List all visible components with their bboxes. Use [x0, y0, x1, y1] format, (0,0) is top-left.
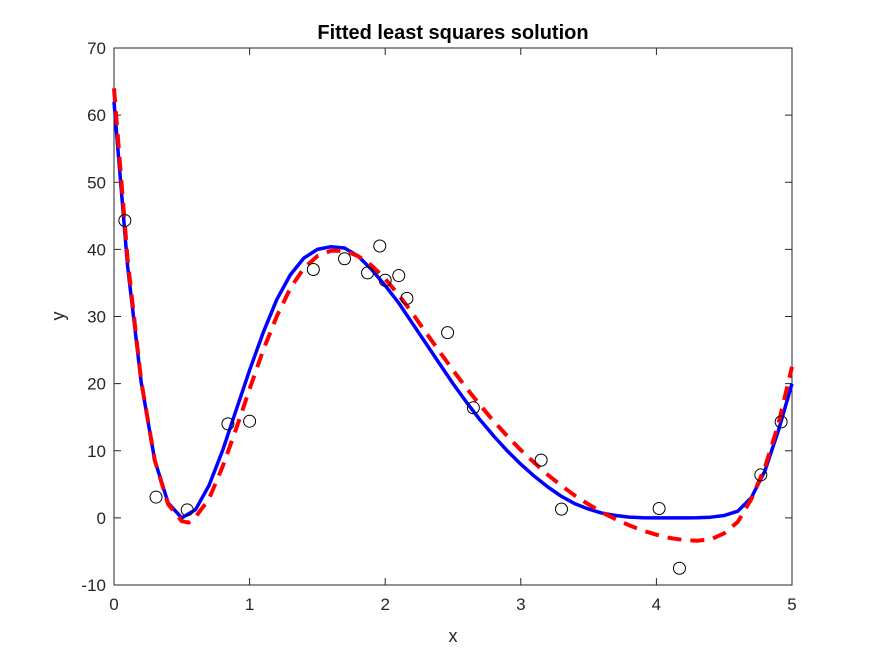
y-tick-label: 20	[87, 375, 106, 394]
data-point	[378, 273, 392, 287]
data-point	[554, 502, 568, 516]
x-tick-label: 2	[380, 595, 389, 614]
data-point	[243, 414, 257, 428]
points-layer	[118, 214, 788, 575]
x-tick-label: 5	[787, 595, 796, 614]
y-tick-label: 0	[97, 509, 106, 528]
data-point	[180, 503, 194, 517]
data-point	[466, 401, 480, 415]
data-point	[361, 266, 375, 280]
plot-area	[113, 47, 793, 586]
x-tick-label: 1	[245, 595, 254, 614]
y-axis-label: y	[48, 312, 68, 321]
x-tick-label: 0	[109, 595, 118, 614]
data-point	[534, 453, 548, 467]
data-point	[774, 415, 788, 429]
data-point	[306, 263, 320, 277]
data-point	[400, 291, 414, 305]
data-point	[221, 417, 235, 431]
data-point	[392, 269, 406, 283]
data-point	[373, 239, 387, 253]
chart-title: Fitted least squares solution	[317, 22, 588, 44]
data-point	[441, 326, 455, 340]
data-point	[149, 490, 163, 504]
y-tick-label: 70	[87, 39, 106, 58]
y-tick-label: 50	[87, 173, 106, 192]
y-tick-label: 60	[87, 106, 106, 125]
y-tick-label: 40	[87, 240, 106, 259]
x-tick-label: 3	[516, 595, 525, 614]
data-point	[754, 468, 768, 482]
data-point	[672, 561, 686, 575]
x-tick-label: 4	[652, 595, 661, 614]
y-tick-label: 10	[87, 442, 106, 461]
dashed-fit-line	[112, 88, 794, 543]
y-tick-label: -10	[81, 576, 106, 595]
data-point	[338, 252, 352, 266]
data-point	[118, 214, 132, 228]
lines-layer	[112, 88, 794, 543]
y-tick-label: 30	[87, 308, 106, 327]
solid-fit-line	[112, 101, 794, 520]
x-axis-label: x	[449, 626, 458, 646]
data-point	[652, 501, 666, 515]
